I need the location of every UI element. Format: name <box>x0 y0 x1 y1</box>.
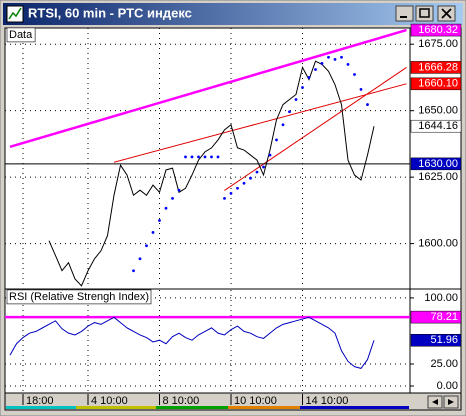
sar-dot <box>216 155 220 159</box>
price-marker-label: 1660.10 <box>418 78 458 90</box>
series-line <box>48 60 375 287</box>
x-tick-label: 14 10:00 <box>306 395 349 407</box>
sar-dot <box>197 155 200 159</box>
app-icon-graph <box>8 7 22 20</box>
panel <box>5 290 410 392</box>
sar-dot <box>301 86 304 89</box>
sar-dot <box>210 155 213 159</box>
price-marker-label: 1666.28 <box>418 61 458 73</box>
sar-dot <box>177 188 181 192</box>
sar-dot <box>190 155 194 159</box>
scroll-right-icon <box>448 399 454 405</box>
sar-dot <box>333 57 337 61</box>
sar-dot <box>262 165 265 169</box>
price-marker <box>410 157 462 171</box>
x-tick-label: 8 10:00 <box>163 395 200 407</box>
sar-dot <box>132 269 135 273</box>
sar-dot <box>314 68 317 71</box>
strip-segment <box>76 406 156 409</box>
sar-dot <box>268 153 272 157</box>
sar-dot <box>242 181 246 185</box>
price-marker <box>410 333 462 347</box>
sar-dot <box>320 61 324 65</box>
sar-dot <box>281 123 285 127</box>
window-buttons <box>395 5 456 22</box>
time-axis-strip <box>6 406 409 409</box>
y-tick-label: 1625.00 <box>418 171 458 183</box>
sar-dot <box>346 63 350 66</box>
sar-dot <box>151 231 155 234</box>
panel-label-box <box>6 289 152 305</box>
panel-label-box <box>6 27 36 43</box>
series-line <box>9 316 375 369</box>
price-marker <box>410 23 462 37</box>
title-bar <box>3 3 463 25</box>
x-tick-label: 4 10:00 <box>91 395 128 407</box>
price-marker-label: 1644.16 <box>418 120 458 132</box>
sar-dot <box>236 186 239 190</box>
minimize-button[interactable] <box>395 5 414 22</box>
sar-dot <box>340 55 343 59</box>
sar-dot <box>171 197 174 200</box>
sar-dot <box>158 219 161 222</box>
trend-line <box>224 66 407 191</box>
chart-area <box>4 27 462 411</box>
sar-dot <box>366 103 369 106</box>
sar-dot <box>353 73 356 76</box>
price-marker <box>410 61 462 74</box>
trend-line <box>9 28 407 149</box>
sar-dot <box>138 257 142 261</box>
window-title: RTSI, 60 min - РТС индекс <box>28 5 192 20</box>
sar-dot <box>275 138 278 142</box>
sar-dot <box>229 191 233 195</box>
sar-dot <box>164 206 168 210</box>
sar-dot <box>255 170 259 174</box>
price-marker-label: 78.21 <box>430 311 458 323</box>
panel <box>5 28 410 288</box>
maximize-icon <box>419 8 430 18</box>
sar-dot <box>223 197 226 200</box>
price-marker <box>410 310 462 324</box>
price-marker-label: 1680.32 <box>418 24 458 36</box>
price-marker <box>410 119 462 133</box>
x-tick-label: 18:00 <box>26 395 54 407</box>
y-tick-label: 1650.00 <box>418 105 458 117</box>
panel-label: Data <box>9 29 33 41</box>
y-tick-label: 0.00 <box>437 380 458 392</box>
y-tick-label: 100.00 <box>424 292 458 304</box>
scroll-left-icon <box>432 399 438 405</box>
sar-dot <box>359 88 363 91</box>
sar-dot <box>145 244 148 248</box>
sar-dot <box>327 55 330 59</box>
sar-dot <box>307 76 311 79</box>
y-tick-label: 1675.00 <box>418 38 458 50</box>
close-icon <box>441 8 452 19</box>
panel-label: RSI (Relative Strengh Index) <box>9 291 149 303</box>
sar-dot <box>203 155 207 159</box>
sar-dot <box>288 110 291 114</box>
strip-segment <box>6 406 76 409</box>
price-marker-label: 51.96 <box>430 334 458 346</box>
price-marker <box>410 77 462 91</box>
strip-segment <box>228 406 300 409</box>
sar-dot <box>184 155 187 159</box>
sar-dot <box>249 176 252 180</box>
strip-segment <box>156 406 228 409</box>
y-tick-label: 25.00 <box>430 358 458 370</box>
plot-layer: 1600.00 1625.00 1650.00 1675.00 1680.32 1666.… <box>5 23 462 407</box>
x-tick-label: 10 10:00 <box>234 395 277 407</box>
strip-segment <box>300 406 409 409</box>
sar-dot <box>294 98 298 101</box>
trend-line <box>113 83 407 163</box>
y-tick-label: 1600.00 <box>418 238 458 250</box>
price-marker-label: 1630.00 <box>418 158 458 170</box>
time-axis <box>4 392 462 411</box>
